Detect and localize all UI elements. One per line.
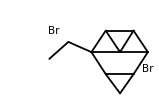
Text: Br: Br [142,64,154,74]
Text: Br: Br [48,25,60,35]
